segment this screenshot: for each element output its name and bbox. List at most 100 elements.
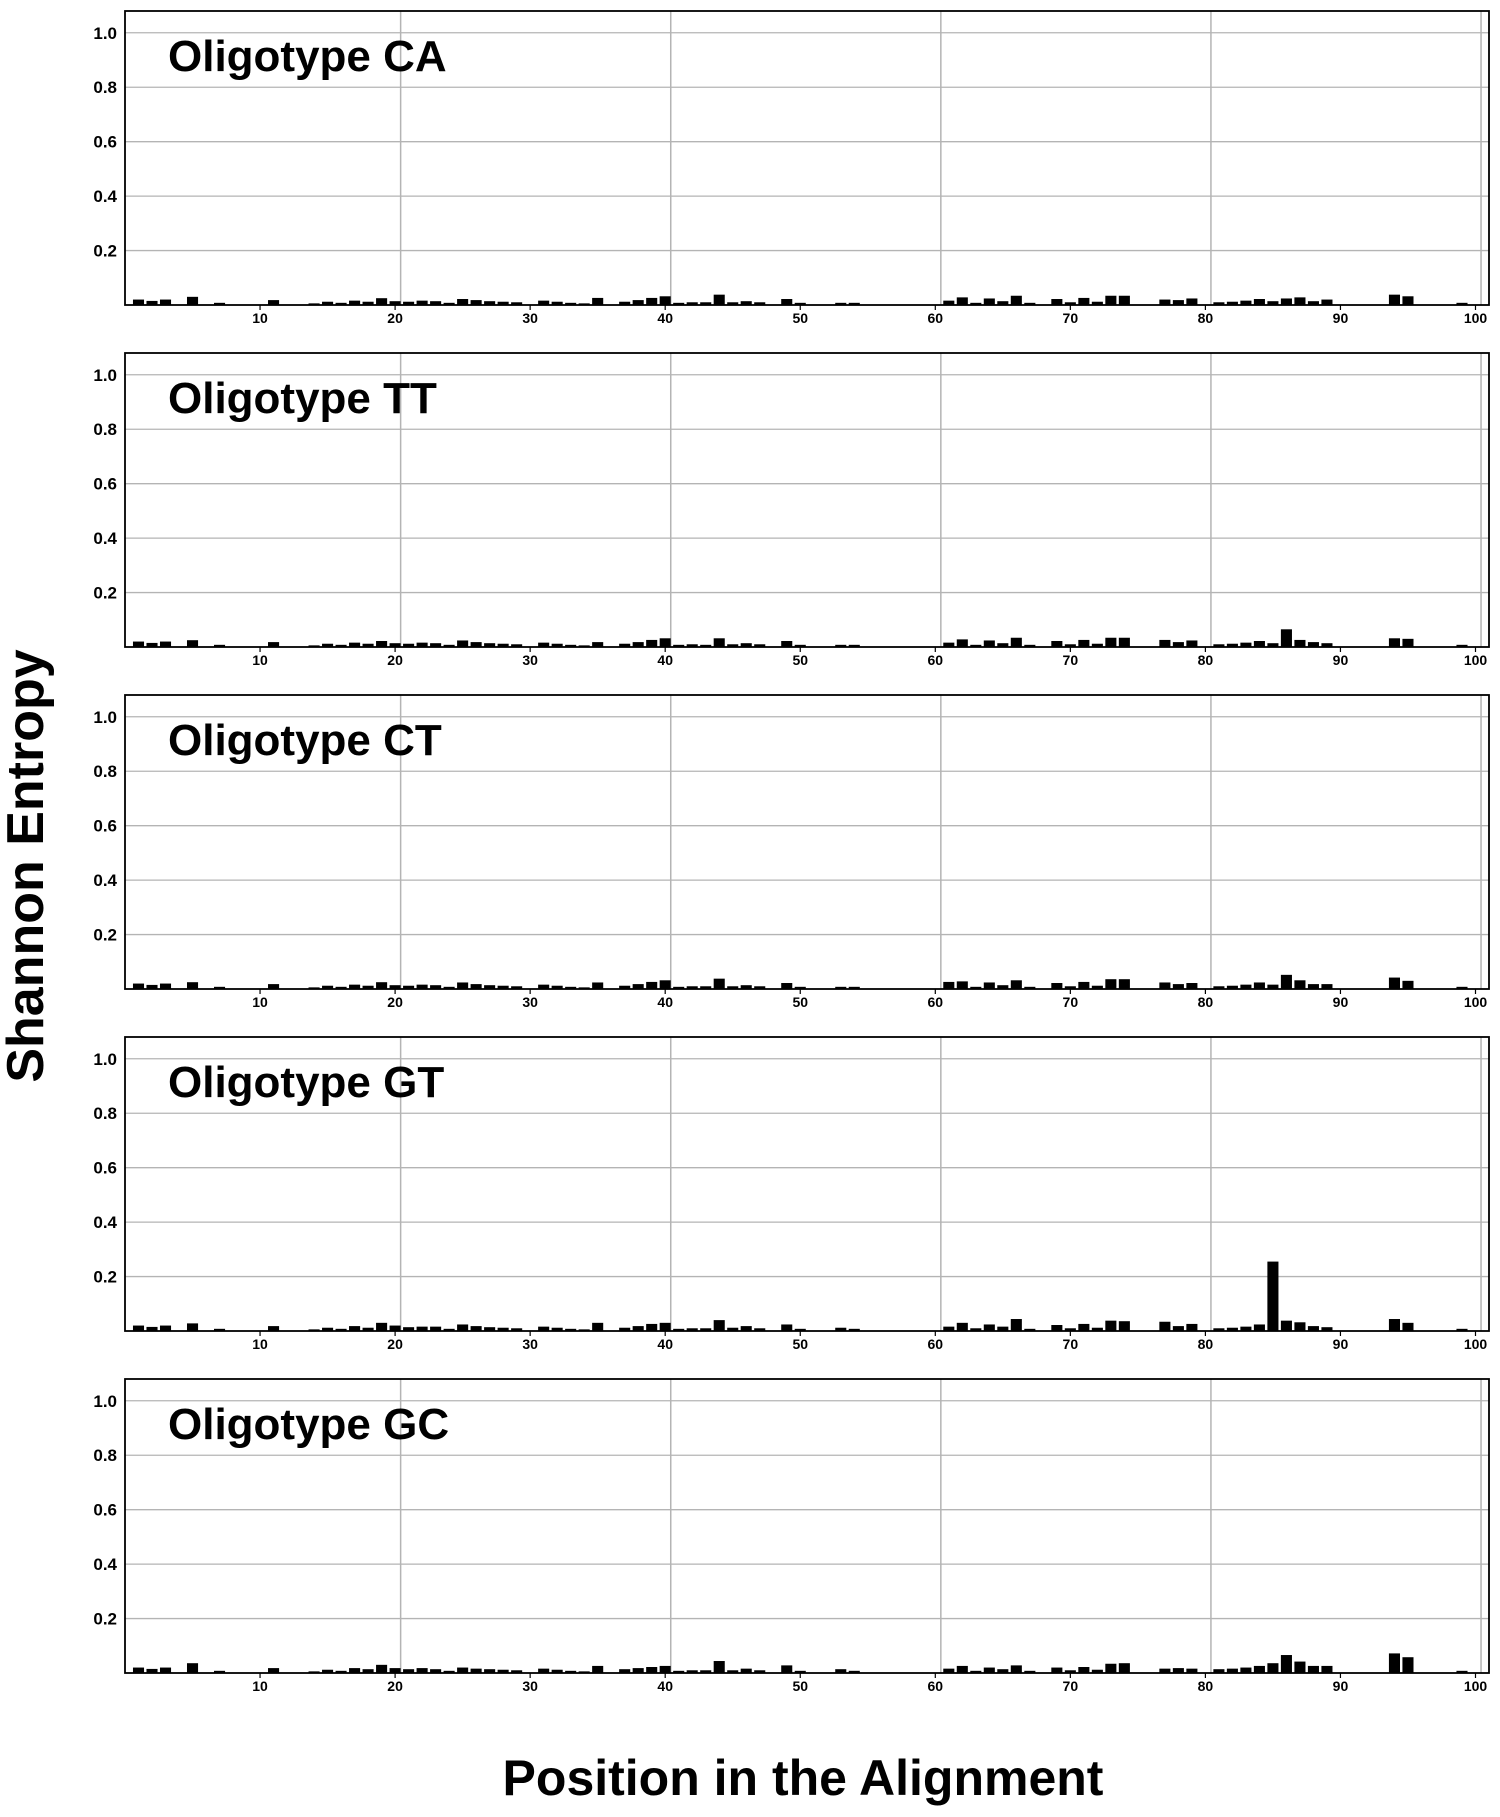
bar (268, 1668, 280, 1673)
bar (619, 1327, 631, 1331)
bar (186, 1323, 199, 1331)
bar (983, 1667, 995, 1673)
bar (781, 299, 793, 305)
bar (1240, 300, 1252, 305)
x-tick-label: 50 (792, 1678, 808, 1694)
bar (1091, 985, 1103, 989)
bar (349, 1326, 361, 1331)
panel-title: Oligotype GC (168, 1400, 449, 1449)
y-tick-label: 0.8 (93, 762, 117, 781)
bar (1307, 642, 1319, 647)
bar (835, 1669, 847, 1673)
bar (511, 1670, 523, 1673)
bar (511, 302, 523, 305)
bar (335, 986, 347, 989)
x-tick-label: 10 (252, 310, 268, 326)
bar (335, 644, 347, 647)
bar (484, 643, 496, 647)
x-tick-label: 30 (522, 1678, 538, 1694)
x-tick-label: 90 (1333, 1336, 1349, 1352)
bar (794, 302, 806, 305)
bar (362, 301, 374, 305)
bar (1267, 1261, 1279, 1331)
bar (1186, 298, 1198, 305)
bar (700, 1328, 712, 1331)
bar (186, 296, 199, 305)
bar (713, 1320, 725, 1331)
bar (1172, 642, 1184, 647)
bar (1388, 294, 1401, 305)
bar (1172, 300, 1184, 305)
bar (1064, 1328, 1076, 1331)
bar (794, 1328, 806, 1331)
bar (497, 301, 509, 305)
bar (983, 640, 995, 647)
bar (1307, 301, 1319, 305)
bar (835, 986, 847, 989)
bar (1321, 643, 1333, 647)
bar (659, 1322, 671, 1331)
bar (727, 986, 739, 989)
x-tick-label: 60 (928, 994, 944, 1010)
bar (403, 643, 415, 647)
bar (1267, 301, 1279, 305)
bar (1064, 644, 1076, 647)
bar (511, 1328, 523, 1331)
bar (186, 982, 199, 989)
bar (457, 1324, 469, 1331)
bar (983, 982, 995, 989)
bar (956, 297, 968, 305)
bar (673, 302, 685, 305)
panel-title: Oligotype CT (168, 716, 442, 765)
bar (551, 985, 563, 989)
bar (457, 640, 469, 647)
bar (362, 1327, 374, 1331)
bar (551, 301, 563, 305)
x-tick-label: 60 (928, 310, 944, 326)
bar (1240, 1326, 1252, 1331)
bar (146, 1668, 158, 1673)
bar (1172, 1326, 1184, 1331)
bar (1159, 1321, 1171, 1331)
bar (970, 1328, 982, 1331)
bar (403, 1669, 415, 1673)
x-tick-label: 50 (792, 1336, 808, 1352)
bar (146, 300, 158, 305)
bar (268, 300, 280, 305)
bar (970, 644, 982, 647)
bar (1402, 296, 1414, 305)
bar (997, 985, 1009, 989)
bar (592, 297, 604, 305)
x-tick-label: 50 (792, 310, 808, 326)
x-tick-label: 20 (387, 994, 403, 1010)
bar (1172, 1668, 1184, 1673)
bar (1267, 984, 1279, 989)
x-tick-label: 90 (1333, 994, 1349, 1010)
bar (1118, 979, 1130, 989)
x-tick-label: 10 (252, 994, 268, 1010)
bar (943, 300, 955, 305)
x-tick-label: 50 (792, 652, 808, 668)
x-tick-label: 30 (522, 652, 538, 668)
bar (1280, 298, 1292, 305)
bar (186, 640, 199, 647)
bar (1321, 1327, 1333, 1331)
y-tick-label: 0.2 (93, 1610, 117, 1629)
bar (1226, 985, 1238, 989)
bar (1024, 986, 1036, 989)
x-tick-label: 100 (1464, 994, 1488, 1010)
bar (970, 302, 982, 305)
bar (1280, 629, 1292, 647)
bar (470, 300, 482, 305)
bar (470, 984, 482, 989)
bar (1213, 302, 1225, 305)
bar (1105, 637, 1117, 647)
bar (686, 1670, 698, 1673)
bar (551, 1669, 563, 1673)
bar (754, 986, 766, 989)
y-axis-label: Shannon Entropy (0, 649, 55, 1083)
bar (659, 980, 671, 989)
bar (943, 642, 955, 647)
bar (1105, 1320, 1117, 1331)
bar (1280, 974, 1292, 989)
